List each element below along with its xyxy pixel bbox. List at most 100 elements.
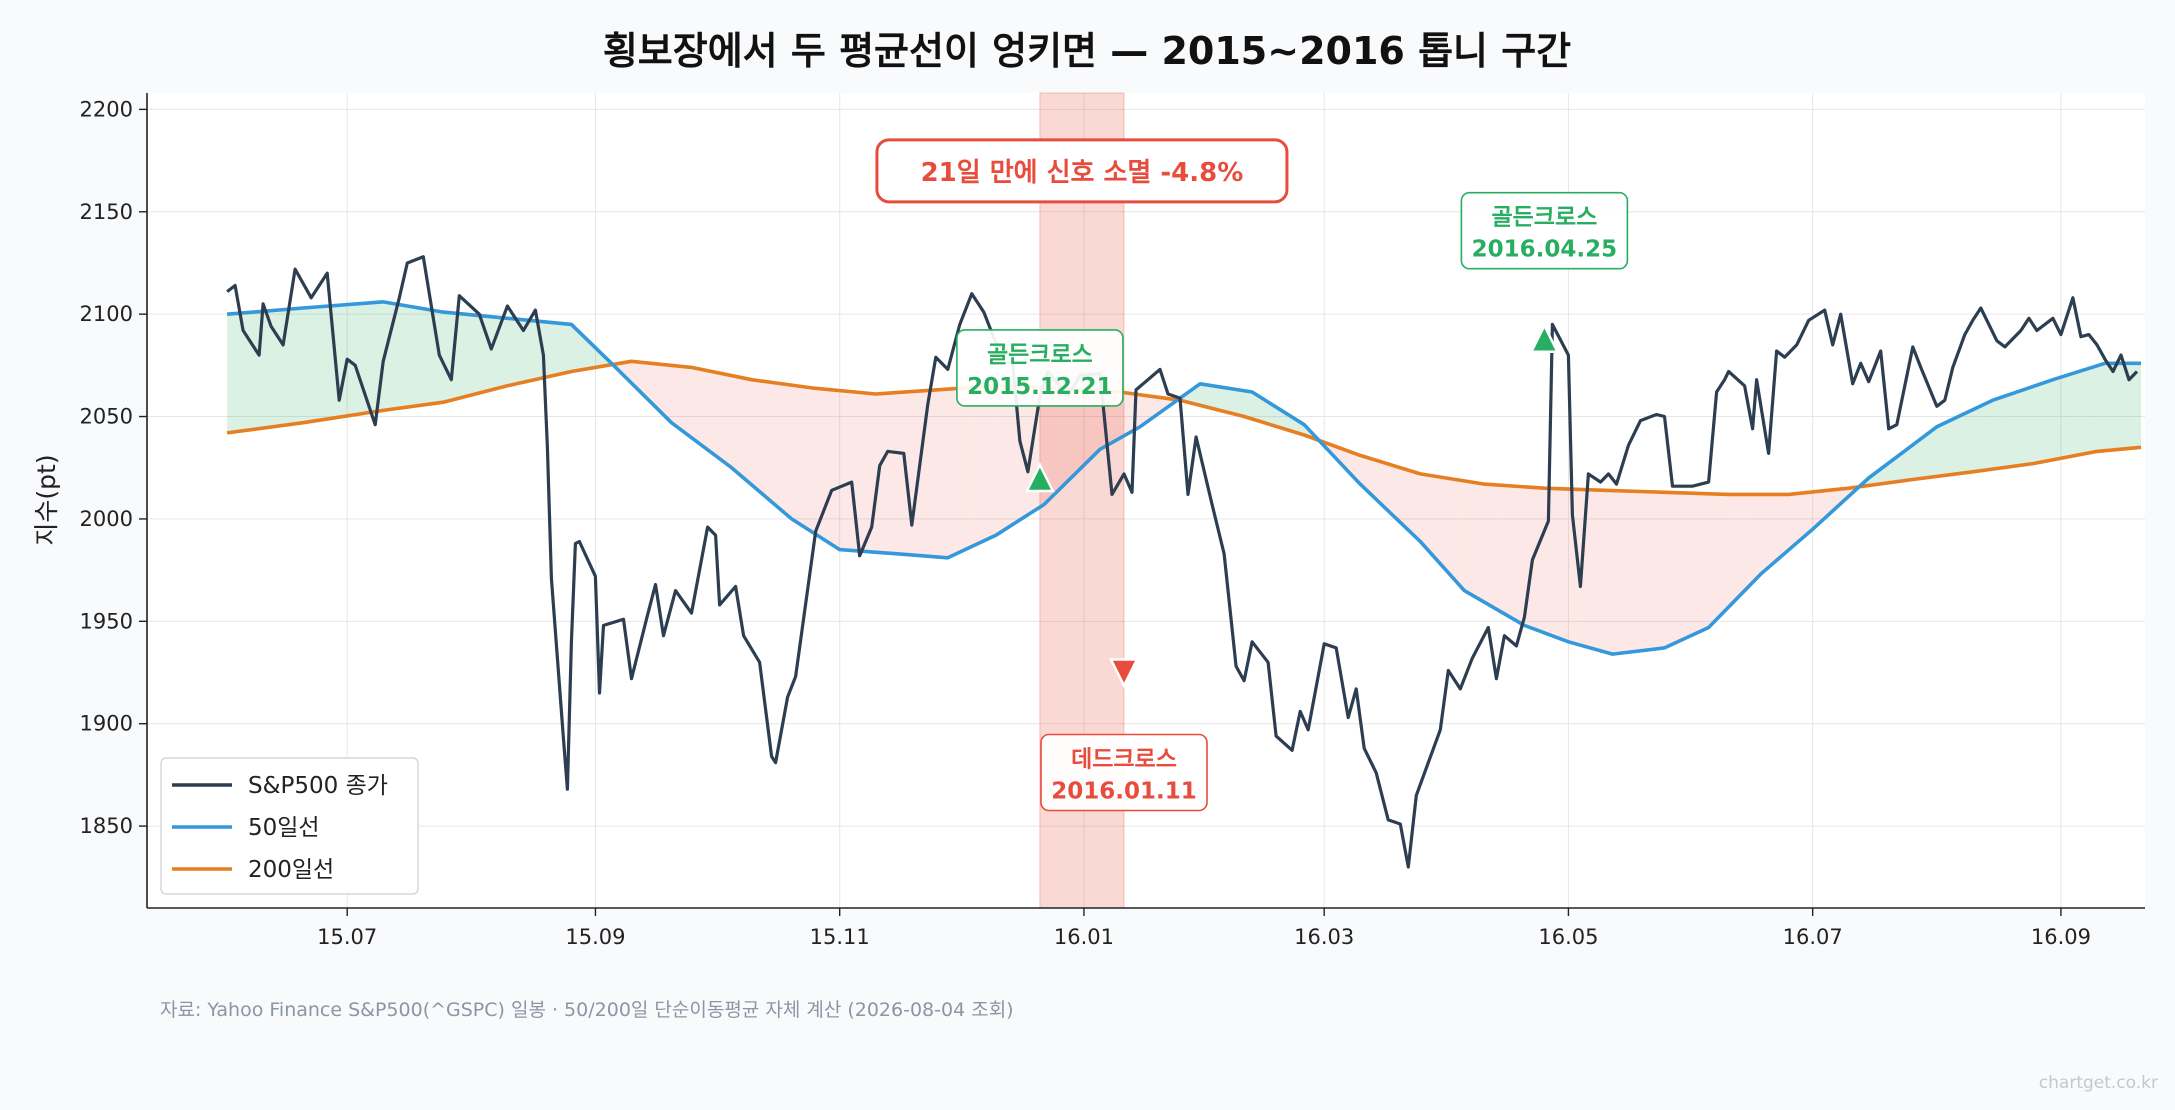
fill-below [1121,392,1127,437]
fill-below [1585,489,1591,649]
fill-above [322,306,328,420]
fill-below [1083,389,1089,466]
fill-below [1724,494,1730,611]
x-ticks: 15.07 15.09 15.11 16.01 16.03 16.05 16.07 16.09 [317,908,2091,949]
fill-below [1667,492,1673,647]
fill-below [1466,481,1472,595]
fill-below [1365,457,1371,495]
fill-below [1054,387,1060,494]
fill-below [1629,491,1634,653]
fill-below [1437,476,1443,567]
fill-above [2026,387,2031,465]
fill-above [2011,392,2017,467]
fill-below [1758,494,1763,577]
fill-below [1753,494,1759,582]
fill-below [1490,484,1496,609]
fill-below [1456,479,1462,588]
annotations: 골든크로스 2015.12.21 데드크로스 2016.01.11 골든크로스 2016.… [875,138,1629,812]
fill-below [1791,493,1797,548]
x-tick-label: 16.07 [1783,925,1843,949]
fill-below [1662,492,1668,649]
fill-below [849,391,854,551]
golden-cross-marker [1024,462,1055,493]
fill-above [1968,409,1974,473]
fill-below [1361,455,1366,490]
fill-below [1801,492,1807,540]
fill-below [772,382,778,507]
fill-above [533,320,539,381]
fill-above [404,305,409,408]
fill-above [1959,413,1964,474]
fill-above [566,323,572,373]
fill-above [1203,384,1208,408]
fill-below [1748,494,1754,587]
cross-markers [1024,322,1560,689]
fill-below [1451,478,1457,583]
fill-above [2078,370,2084,455]
fill-below [1485,484,1491,606]
fill-below [1614,490,1620,654]
fill-below [743,378,749,483]
fill-below [949,388,955,558]
fill-above [2074,371,2079,456]
fill-below [925,390,931,557]
y-ticks: 1850 1900 1950 2000 2050 2100 2150 2200 [80,97,147,838]
legend-label-ma50: 50일선 [248,815,320,841]
fill-above [1963,411,1969,473]
fill-below [1562,488,1567,642]
fill-above [1251,391,1256,421]
fill-above [413,307,419,407]
fill-above [2102,363,2108,451]
fill-above [514,318,519,385]
fill-below [1557,488,1563,640]
fill-above [1911,442,1917,480]
fill-above [2112,363,2118,450]
fill-below [1509,485,1515,620]
fill-below [1609,490,1615,654]
fill-below [1380,461,1385,508]
fill-above [294,308,299,424]
fill-below [1595,489,1601,651]
fill-above [1973,407,1979,472]
fill-below [806,387,811,532]
fill-below [1480,483,1486,603]
fill-above [408,306,414,407]
fill-below [719,373,725,463]
fill-above [341,304,347,417]
fill-above [2093,365,2098,453]
fill-above [2050,379,2055,461]
fill-below [1810,491,1816,531]
fill-below [954,388,960,555]
fill-above [1978,404,1984,472]
fill-above [2030,385,2036,464]
fill-below [882,393,888,554]
fill-below [1552,488,1558,638]
fill-above [356,303,362,415]
fill-below [1825,490,1830,518]
ma-gap-fill [227,302,2141,654]
fill-below [1652,491,1658,650]
fill-above [547,322,553,377]
x-tick-label: 16.01 [1054,925,1114,949]
grid [147,93,2145,908]
fill-below [1648,491,1653,650]
fill-above [552,322,558,376]
fill-above [1236,389,1242,416]
fill-above [456,313,462,399]
fill-below [1638,491,1644,651]
fill-below [1542,488,1548,635]
signal-banner-box [875,138,1289,204]
fill-below [992,385,998,537]
fill-below [940,389,945,558]
annotation-label: 골든크로스 [1491,205,1597,231]
fill-above [571,324,577,372]
fill-above [274,309,280,427]
fill-below [1394,465,1400,522]
fill-below [892,392,897,554]
fill-below [1050,387,1055,499]
fill-above [475,315,481,394]
fill-above [303,307,309,423]
fill-below [873,393,878,553]
fill-below [959,388,964,553]
fill-below [662,364,668,419]
